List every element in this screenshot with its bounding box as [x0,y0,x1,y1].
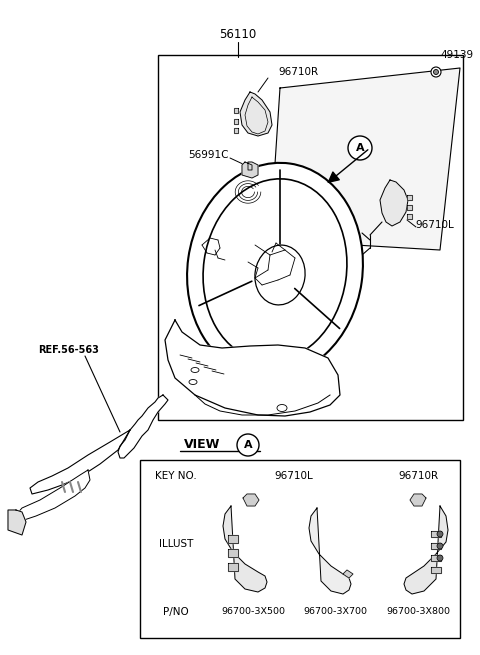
Text: REF.56-563: REF.56-563 [38,345,99,355]
Polygon shape [8,510,26,535]
Circle shape [431,67,441,77]
Circle shape [237,434,259,456]
Polygon shape [431,543,441,549]
Text: 96710L: 96710L [275,471,313,481]
Text: 96710L: 96710L [415,220,454,230]
Text: 56110: 56110 [219,29,257,41]
Polygon shape [404,506,448,594]
Text: 96710R: 96710R [278,67,318,77]
Text: 96700-3X500: 96700-3X500 [221,607,285,616]
Polygon shape [407,214,412,219]
Polygon shape [407,195,412,200]
Polygon shape [431,531,441,537]
Text: A: A [356,143,364,153]
Polygon shape [30,430,130,494]
Polygon shape [309,508,351,594]
Text: KEY NO.: KEY NO. [155,471,197,481]
Polygon shape [234,108,238,113]
Polygon shape [343,570,353,578]
Text: A: A [244,440,252,450]
Text: 96710R: 96710R [398,471,438,481]
Circle shape [437,543,443,549]
Polygon shape [223,506,267,592]
Circle shape [348,136,372,160]
Bar [140,460,460,638]
Ellipse shape [187,163,363,377]
Polygon shape [165,320,340,416]
Polygon shape [240,92,272,136]
Polygon shape [234,128,238,133]
Polygon shape [16,470,90,522]
Ellipse shape [277,405,287,411]
Polygon shape [380,180,408,226]
Text: 96700-3X700: 96700-3X700 [303,607,367,616]
Polygon shape [243,494,259,506]
Polygon shape [242,162,258,178]
Polygon shape [431,567,441,573]
Text: 49139: 49139 [440,50,473,60]
Polygon shape [118,395,168,458]
Circle shape [437,531,443,537]
Bar [158,55,463,420]
Ellipse shape [189,379,197,384]
Polygon shape [407,205,412,210]
Polygon shape [228,535,238,543]
Polygon shape [228,563,238,571]
Polygon shape [234,119,238,124]
Circle shape [437,555,443,561]
Text: VIEW: VIEW [184,438,220,451]
Text: P/NO: P/NO [163,607,189,617]
Text: 56991C: 56991C [188,150,228,160]
Polygon shape [270,68,460,250]
Text: 96700-3X800: 96700-3X800 [386,607,450,616]
Polygon shape [228,549,238,557]
Ellipse shape [203,179,347,361]
Polygon shape [410,494,426,506]
Text: ILLUST: ILLUST [159,539,193,549]
Ellipse shape [191,367,199,373]
Circle shape [433,69,439,75]
Polygon shape [431,555,441,561]
Ellipse shape [255,245,305,305]
